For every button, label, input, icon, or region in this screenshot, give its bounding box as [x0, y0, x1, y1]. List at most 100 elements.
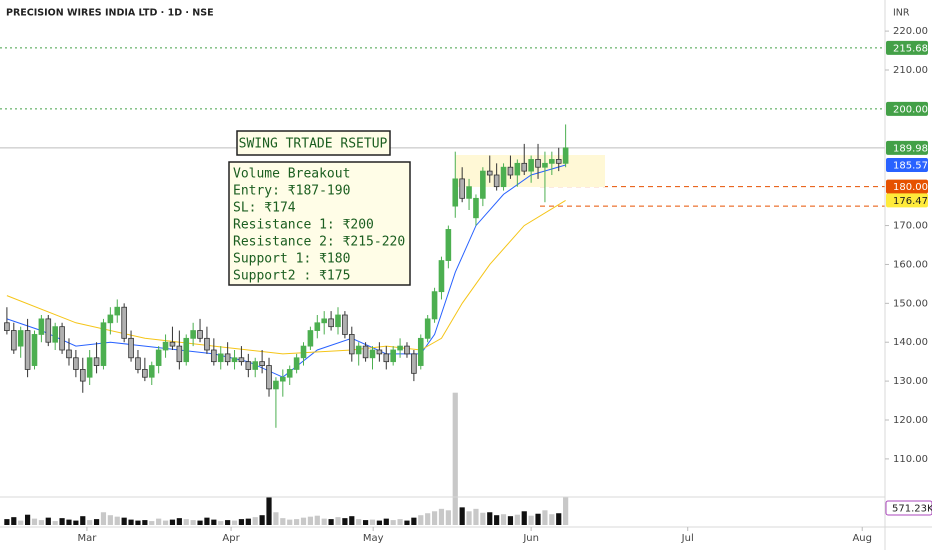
y-tick-label: 210.00 — [893, 65, 928, 76]
candle-body — [466, 186, 472, 199]
volume-bar — [494, 515, 500, 525]
volume-bar — [535, 513, 541, 525]
annotation-box — [228, 161, 411, 286]
volume-bar — [287, 519, 293, 525]
candle-body — [107, 314, 114, 324]
volume-bar — [162, 520, 169, 525]
price-label-box — [886, 101, 928, 116]
volume-bar — [204, 517, 210, 525]
annotation-text: Volume Breakout Entry: ₹187-190 SL: ₹174 Re… — [233, 167, 405, 284]
candle-body — [17, 330, 24, 347]
price-label-box — [886, 193, 928, 208]
candle-body — [280, 376, 286, 382]
y-tick-label: 140.00 — [893, 337, 928, 348]
volume-bar — [45, 517, 51, 525]
volume-bar — [487, 512, 493, 525]
candle-body — [404, 345, 410, 355]
volume-bar — [480, 512, 486, 525]
candle-body — [535, 159, 541, 168]
volume-bar — [342, 518, 348, 525]
candle-body — [266, 365, 272, 390]
candle-body — [397, 345, 403, 351]
volume-bar — [197, 520, 203, 525]
annotation-line: SL: ₹174 — [233, 201, 296, 216]
candle-body — [59, 326, 65, 351]
price-label-box — [886, 179, 928, 194]
price-label: 176.47 — [893, 196, 928, 207]
annotation-title: SWING TRTADE RSETUP — [239, 137, 388, 152]
candle-body — [31, 334, 38, 366]
candle-body — [314, 322, 321, 331]
volume-bar — [211, 519, 217, 525]
volume-bar — [135, 520, 141, 525]
volume-bar — [459, 507, 465, 525]
candle-body — [93, 357, 100, 366]
candle-body — [135, 357, 141, 370]
candle-body — [204, 337, 210, 351]
volume-bar — [231, 520, 238, 525]
volume-bar — [362, 520, 369, 525]
candle-body — [148, 365, 155, 378]
y-tick-label: 150.00 — [893, 298, 928, 309]
candle-body — [293, 357, 300, 370]
moving-average — [6, 164, 566, 378]
candle-body — [480, 170, 486, 199]
candle-body — [155, 349, 162, 366]
volume-bar — [335, 517, 341, 525]
volume-bar — [4, 519, 10, 525]
volume-bar — [321, 518, 327, 525]
volume-bar — [473, 508, 479, 525]
volume-bar — [31, 518, 38, 525]
price-label: 215.68 — [893, 43, 928, 54]
price-label: 189.98 — [893, 143, 928, 154]
volume-bar — [252, 517, 258, 525]
candle-body — [528, 159, 534, 172]
volume-bar — [521, 511, 527, 525]
candle-body — [224, 353, 231, 363]
annotation-line: Entry: ₹187-190 — [233, 184, 350, 199]
annotation-line: Support 1: ₹180 — [233, 252, 350, 267]
annotation-line: Volume Breakout — [233, 167, 350, 182]
candle-body — [10, 330, 17, 351]
volume-bar — [369, 519, 376, 525]
candle-body — [245, 361, 252, 370]
volume-bar — [245, 518, 251, 525]
currency: INR — [893, 8, 910, 19]
candle-body — [438, 260, 445, 293]
volume-bar — [259, 515, 265, 525]
candle-body — [183, 337, 190, 363]
candle-body — [169, 341, 176, 347]
candle-body — [114, 306, 121, 316]
volume-bar — [390, 520, 396, 525]
plot — [4, 124, 569, 428]
volume-bar — [266, 497, 272, 525]
volume-bar — [38, 520, 44, 525]
volume-bar — [418, 515, 424, 525]
volume-bar — [183, 519, 189, 525]
volume-bar — [294, 519, 300, 525]
candle-body — [555, 159, 562, 164]
candle-body — [486, 170, 493, 176]
x-tick-label: Apr — [222, 533, 240, 544]
candle-body — [24, 330, 31, 370]
volume-bar — [73, 520, 79, 525]
volume-bar — [128, 519, 134, 525]
volume-bar — [190, 520, 196, 525]
volume-bar — [528, 515, 534, 525]
candle-body — [328, 318, 334, 328]
y-tick-label: 170.00 — [893, 221, 928, 232]
volume-bar — [549, 514, 555, 525]
volume-bar — [218, 521, 224, 525]
y-tick-label: 130.00 — [893, 376, 928, 387]
candle-body — [321, 318, 328, 324]
volume-bar — [238, 519, 245, 525]
candle-body — [473, 197, 479, 219]
candle-body — [362, 345, 369, 359]
volume-bar — [52, 521, 58, 525]
candle-body — [542, 162, 548, 168]
plot-layer — [0, 47, 885, 525]
moving-average — [6, 199, 566, 355]
candle-body — [217, 353, 224, 363]
volume-bar — [376, 520, 382, 525]
candle-body — [142, 369, 148, 378]
